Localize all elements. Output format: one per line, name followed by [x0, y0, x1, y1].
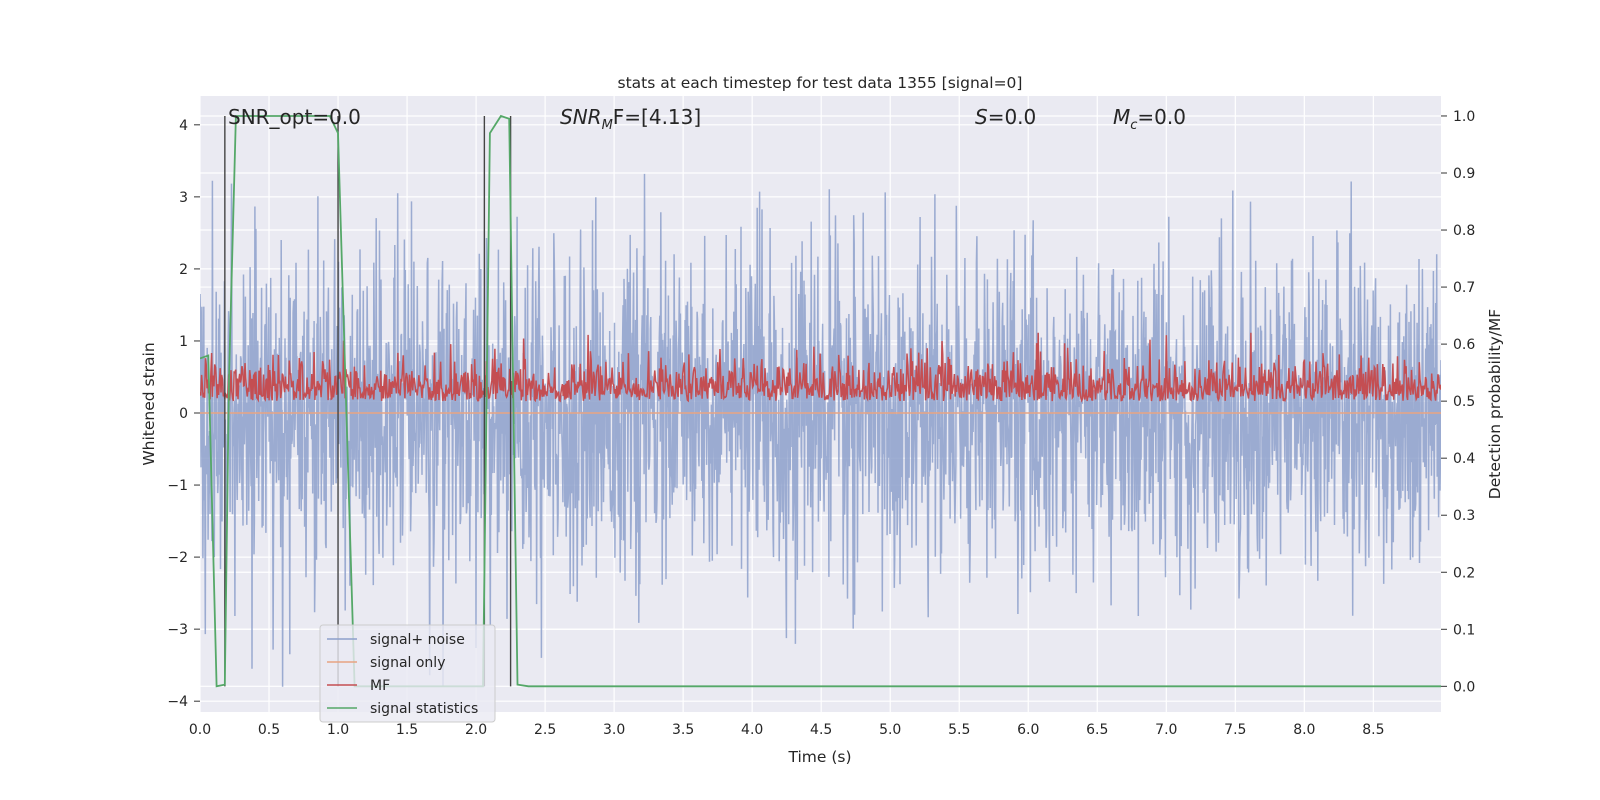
- x-tick-label: 1.5: [396, 722, 418, 738]
- y-right-axis-ticks: 1.0 0.9 0.8 0.7 0.6 0.5 0.4 0.3 0.2 0.1 0.0: [1441, 109, 1475, 695]
- annotation-mc: Mc=0.0: [1113, 105, 1186, 133]
- x-tick-label: 0.0: [189, 722, 211, 738]
- chart-title: stats at each timestep for test data 135…: [618, 74, 1023, 92]
- x-tick-label: 5.5: [948, 722, 970, 738]
- y-right-tick-label: 0.4: [1453, 451, 1475, 467]
- y-tick-label: 3: [179, 190, 188, 206]
- x-tick-label: 3.0: [603, 722, 625, 738]
- y-axis-ticks: 4 3 2 1 0 −1 −2 −3 −4: [167, 118, 200, 710]
- annotation-snr-opt: SNR_opt=0.0: [228, 105, 361, 129]
- y-right-tick-label: 0.2: [1453, 565, 1475, 581]
- x-tick-label: 4.5: [810, 722, 832, 738]
- x-tick-label: 4.0: [741, 722, 763, 738]
- plot-layer: [200, 114, 1441, 688]
- x-tick-label: 8.5: [1362, 722, 1384, 738]
- y-right-tick-label: 0.3: [1453, 508, 1475, 524]
- y-tick-label: −3: [167, 622, 188, 638]
- x-tick-label: 5.0: [879, 722, 901, 738]
- legend-label-signal-only: signal only: [370, 655, 445, 671]
- x-axis-label: Time (s): [787, 748, 851, 766]
- y-tick-label: 2: [179, 262, 188, 278]
- x-tick-label: 7.0: [1155, 722, 1177, 738]
- y-right-tick-label: 0.9: [1453, 166, 1475, 182]
- annotation-s: S=0.0: [975, 105, 1036, 129]
- annotation-snr-mf: SNRMF=[4.13]: [560, 105, 701, 133]
- legend-label-mf: MF: [370, 678, 390, 694]
- x-tick-label: 2.5: [534, 722, 556, 738]
- legend-frame: [319, 624, 496, 723]
- y-right-tick-label: 0.5: [1453, 394, 1475, 410]
- y-axis-label: Whitened strain: [140, 342, 158, 465]
- y-tick-label: 0: [179, 406, 188, 422]
- y-tick-label: 4: [179, 118, 188, 134]
- y-right-tick-label: 0.6: [1453, 337, 1475, 353]
- y-right-tick-label: 0.8: [1453, 223, 1475, 239]
- x-tick-label: 8.0: [1293, 722, 1315, 738]
- legend-label-signal-statistics: signal statistics: [370, 701, 478, 717]
- y-tick-label: −4: [167, 694, 188, 710]
- x-tick-label: 3.5: [672, 722, 694, 738]
- y-right-tick-label: 0.1: [1453, 622, 1475, 638]
- x-tick-label: 7.5: [1224, 722, 1246, 738]
- x-axis-ticks: 0.0 0.5 1.0 1.5 2.0 2.5 3.0 3.5 4.0 4.5 5.0 5.5 6.0 6…: [189, 722, 1385, 738]
- legend-label-signal-noise: signal+ noise: [370, 632, 465, 648]
- y-tick-label: −2: [167, 550, 188, 566]
- y-right-tick-label: 1.0: [1453, 109, 1475, 125]
- legend: signal+ noise signal only MF signal stat…: [319, 624, 496, 723]
- y-right-tick-label: 0.0: [1453, 679, 1475, 695]
- x-tick-label: 0.5: [258, 722, 280, 738]
- series-signal-noise: [200, 173, 1441, 687]
- y-right-axis-label: Detection probability/MF: [1486, 309, 1504, 500]
- series-mf: [200, 332, 1441, 403]
- x-tick-label: 1.0: [327, 722, 349, 738]
- y-right-tick-label: 0.7: [1453, 280, 1475, 296]
- y-tick-label: 1: [179, 334, 188, 350]
- y-tick-label: −1: [167, 478, 188, 494]
- x-tick-label: 6.5: [1086, 722, 1108, 738]
- x-tick-label: 6.0: [1017, 722, 1039, 738]
- x-tick-label: 2.0: [465, 722, 487, 738]
